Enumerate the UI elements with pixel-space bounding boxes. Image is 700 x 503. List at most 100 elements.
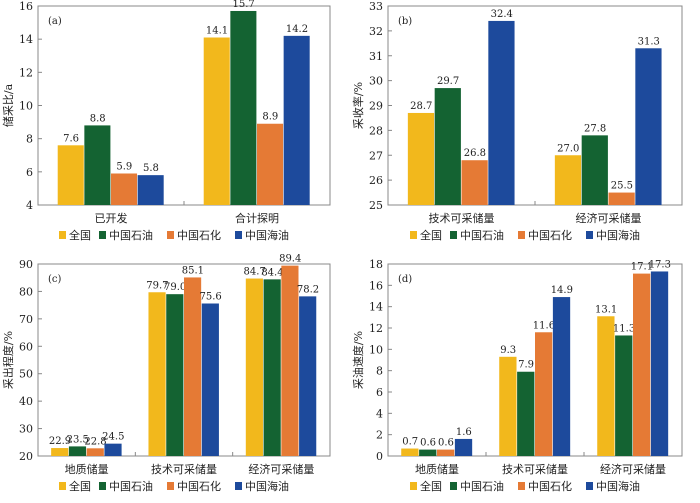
- data-label: 0.7: [402, 437, 418, 448]
- data-label: 8.9: [262, 112, 278, 123]
- legend-label: 中国海油: [596, 228, 640, 242]
- data-label: 26.8: [464, 148, 486, 159]
- legend-label: 中国海油: [245, 228, 289, 242]
- data-label: 79.0: [164, 282, 186, 293]
- y-tick-label: 28: [369, 124, 383, 137]
- y-tick-label: 12: [19, 66, 33, 79]
- bar: [517, 371, 535, 456]
- legend-label: 中国石化: [177, 228, 221, 242]
- bar: [633, 273, 651, 456]
- bar: [419, 449, 437, 456]
- y-tick-label: 70: [19, 313, 33, 326]
- data-label: 11.3: [613, 323, 635, 334]
- data-label: 75.6: [200, 291, 222, 302]
- legend-swatch: [586, 482, 593, 490]
- y-tick-label: 33: [369, 0, 383, 13]
- bar: [401, 448, 419, 456]
- x-tick-label: 地质储量: [65, 462, 109, 476]
- data-label: 22.8: [84, 436, 106, 447]
- bar: [299, 296, 317, 456]
- y-tick-label: 90: [19, 258, 33, 271]
- bar: [437, 449, 455, 456]
- data-label: 7.9: [518, 360, 534, 371]
- x-tick-label: 技术可采储量: [429, 211, 495, 225]
- legend-label: 全国: [420, 479, 442, 493]
- x-tick-label: 合计探明: [235, 211, 279, 225]
- data-label: 29.7: [437, 76, 459, 87]
- legend-label: 中国石化: [528, 479, 572, 493]
- y-tick-label: 14: [19, 33, 33, 46]
- y-tick-label: 4: [376, 407, 383, 420]
- bar: [635, 48, 662, 205]
- x-tick-label: 技术可采储量: [151, 462, 217, 476]
- bar: [203, 37, 230, 206]
- y-tick-label: 20: [19, 450, 33, 463]
- data-label: 14.2: [286, 24, 308, 35]
- bar: [104, 443, 122, 456]
- y-tick-label: 26: [369, 174, 383, 187]
- bar: [283, 35, 310, 205]
- bar: [84, 125, 111, 205]
- data-label: 17.1: [631, 262, 653, 273]
- bar: [230, 10, 257, 205]
- legend-swatch: [410, 482, 417, 490]
- y-tick-label: 40: [19, 395, 33, 408]
- y-tick-label: 29: [369, 100, 383, 113]
- data-label: 1.6: [456, 427, 472, 438]
- y-tick-label: 27: [369, 149, 383, 162]
- legend-label: 中国石化: [177, 479, 221, 493]
- bar: [201, 303, 219, 456]
- y-tick-label: 10: [19, 100, 33, 113]
- bar: [184, 277, 202, 456]
- legend-label: 全国: [69, 479, 91, 493]
- bar: [57, 145, 84, 205]
- y-tick-label: 31: [369, 50, 383, 63]
- y-axis-label: 采收率/%: [351, 82, 365, 129]
- x-tick-label: 技术可采储量: [502, 462, 568, 476]
- data-label: 0.6: [438, 438, 454, 449]
- bar: [454, 438, 473, 456]
- bar: [86, 448, 104, 456]
- data-label: 79.7: [146, 280, 168, 291]
- bar: [281, 265, 299, 456]
- data-label: 27.0: [557, 143, 579, 154]
- data-label: 14.1: [206, 26, 228, 37]
- legend-swatch: [235, 231, 242, 239]
- bar: [51, 448, 69, 456]
- x-tick-label: 经济可采储量: [600, 462, 666, 476]
- data-label: 84.4: [261, 267, 283, 278]
- y-tick-label: 50: [19, 368, 33, 381]
- legend-swatch: [99, 231, 106, 239]
- y-axis-label: 储采比/a: [1, 83, 15, 127]
- y-tick-label: 10: [369, 343, 383, 356]
- y-tick-label: 16: [369, 279, 383, 292]
- legend-swatch: [450, 231, 457, 239]
- data-label: 17.3: [649, 259, 671, 270]
- y-tick-label: 14: [369, 301, 383, 314]
- bar: [597, 316, 615, 456]
- legend-swatch: [99, 482, 106, 490]
- legend-swatch: [59, 482, 66, 490]
- x-tick-label: 地质储量: [415, 462, 459, 476]
- data-label: 9.3: [500, 345, 516, 356]
- legend-swatch: [59, 231, 66, 239]
- data-label: 14.9: [551, 285, 573, 296]
- x-tick-label: 经济可采储量: [248, 462, 314, 476]
- data-label: 5.8: [143, 163, 159, 174]
- legend-label: 中国石油: [460, 228, 504, 242]
- bar: [245, 278, 263, 456]
- legend-swatch: [586, 231, 593, 239]
- bar: [608, 192, 635, 205]
- bar: [650, 271, 669, 456]
- bar: [434, 88, 461, 205]
- data-label: 8.8: [90, 113, 106, 124]
- bar: [407, 112, 435, 205]
- bar: [499, 356, 517, 456]
- data-label: 7.6: [63, 133, 79, 144]
- y-tick-label: 6: [26, 166, 33, 179]
- data-label: 32.4: [491, 9, 513, 20]
- data-label: 22.9: [49, 436, 71, 447]
- panel-a: 4 6 8 10 12 14 16 储采比/a (a) 已开发 7.6 8.8 5.9 5.8 合计探明 14…: [1, 0, 331, 242]
- y-tick-label: 6: [376, 386, 383, 399]
- legend-label: 全国: [69, 228, 91, 242]
